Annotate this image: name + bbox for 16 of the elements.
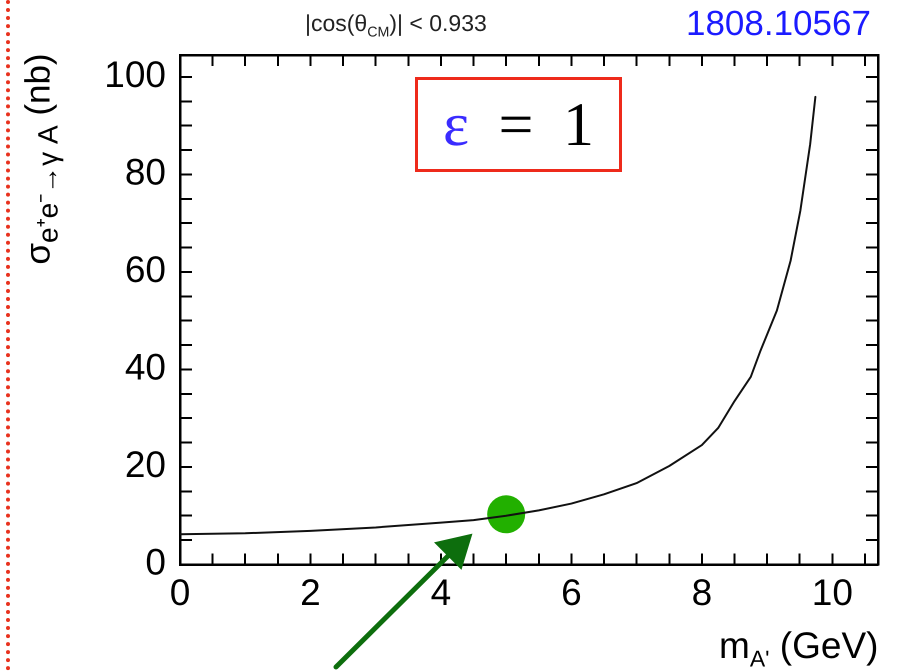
x-tick-label: 10 bbox=[812, 572, 853, 613]
y-tick-label: 100 bbox=[104, 54, 166, 96]
y-tick-label: 40 bbox=[124, 346, 166, 388]
chart-title: |cos(θ$_{CM}$)| < 0.933 bbox=[305, 10, 487, 41]
text: 1808.10567 bbox=[686, 4, 871, 43]
x-tick-label: 2 bbox=[300, 572, 321, 613]
x-axis-title: m$_{A'}$ (GeV) bbox=[719, 624, 878, 671]
x-tick-label: 6 bbox=[561, 572, 582, 613]
y-tick-label: 20 bbox=[124, 444, 166, 486]
x-tick-label: 4 bbox=[430, 572, 452, 613]
annotation: ε = 1 bbox=[442, 90, 594, 158]
y-tick-label: 0 bbox=[145, 542, 166, 583]
x-tick-label: 8 bbox=[692, 572, 712, 613]
y-tick-label: 80 bbox=[124, 152, 166, 193]
y-tick-label: 60 bbox=[124, 249, 166, 290]
note-box: ε = 1 bbox=[415, 77, 622, 172]
